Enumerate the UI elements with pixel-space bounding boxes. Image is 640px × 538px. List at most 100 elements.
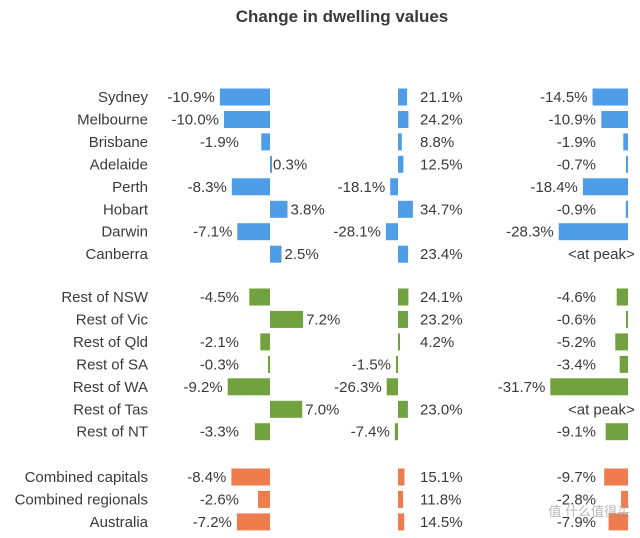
value-label-melbourne-p3: -10.9% xyxy=(548,111,596,128)
row-label-rest-of-sa: Rest of SA xyxy=(76,356,148,373)
bar-rest-of-tas-p2 xyxy=(398,400,408,418)
bar-brisbane-p2 xyxy=(398,133,402,151)
row-label-rest-of-wa: Rest of WA xyxy=(73,379,148,396)
bar-hobart-p1 xyxy=(270,200,288,218)
value-label-darwin-p1: -7.1% xyxy=(193,224,232,241)
bar-adelaide-p3 xyxy=(626,155,628,173)
value-label-adelaide-p1: 0.3% xyxy=(273,156,307,173)
bar-rest-of-vic-p2 xyxy=(398,310,408,328)
bar-australia-p3 xyxy=(608,513,628,531)
value-label-combined-regionals-p3: -2.8% xyxy=(557,491,596,508)
bar-adelaide-p2 xyxy=(398,155,404,173)
bar-canberra-p1 xyxy=(270,245,282,263)
row-label-australia: Australia xyxy=(90,514,149,531)
value-label-rest-of-vic-p2: 23.2% xyxy=(420,311,463,328)
value-label-australia-p1: -7.2% xyxy=(193,514,232,531)
bar-rest-of-nt-p3 xyxy=(605,423,628,441)
bar-combined-regionals-p2 xyxy=(398,490,404,508)
bar-sydney-p1 xyxy=(219,88,270,106)
value-label-combined-regionals-p2: 11.8% xyxy=(420,491,461,508)
value-label-rest-of-tas-p2: 23.0% xyxy=(420,401,463,418)
value-label-rest-of-nsw-p1: -4.5% xyxy=(200,289,239,306)
row-label-rest-of-qld: Rest of Qld xyxy=(73,334,148,351)
value-label-darwin-p2: -28.1% xyxy=(333,224,381,241)
bar-hobart-p2 xyxy=(398,200,413,218)
value-label-brisbane-p3: -1.9% xyxy=(557,134,596,151)
value-label-rest-of-wa-p2: -26.3% xyxy=(334,379,382,396)
value-label-australia-p2: 14.5% xyxy=(420,514,463,531)
bar-darwin-p3 xyxy=(558,223,628,241)
bar-australia-p2 xyxy=(398,513,405,531)
bar-combined-regionals-p3 xyxy=(621,490,628,508)
row-label-rest-of-tas: Rest of Tas xyxy=(73,401,148,418)
row-label-canberra: Canberra xyxy=(85,246,148,263)
value-label-rest-of-sa-p3: -3.4% xyxy=(557,356,596,373)
row-label-combined-regionals: Combined regionals xyxy=(15,491,148,508)
value-label-rest-of-sa-p2: -1.5% xyxy=(352,356,391,373)
value-label-rest-of-wa-p3: -31.7% xyxy=(498,379,546,396)
bar-rest-of-vic-p3 xyxy=(626,310,628,328)
bar-canberra-p2 xyxy=(398,245,409,263)
bar-rest-of-nt-p2 xyxy=(394,423,398,441)
bar-rest-of-nsw-p3 xyxy=(616,288,628,306)
bar-melbourne-p3 xyxy=(601,111,628,128)
bar-sydney-p2 xyxy=(398,88,408,106)
bar-combined-regionals-p1 xyxy=(258,490,270,508)
value-label-rest-of-vic-p3: -0.6% xyxy=(557,311,596,328)
row-label-rest-of-nt: Rest of NT xyxy=(76,424,148,441)
value-label-hobart-p2: 34.7% xyxy=(420,201,463,218)
value-label-brisbane-p1: -1.9% xyxy=(200,134,239,151)
bar-darwin-p2 xyxy=(385,223,398,241)
value-label-canberra-p3: <at peak> xyxy=(568,246,635,263)
bar-brisbane-p1 xyxy=(261,133,270,151)
row-label-brisbane: Brisbane xyxy=(89,134,148,151)
bar-melbourne-p2 xyxy=(398,111,409,128)
value-label-sydney-p2: 21.1% xyxy=(420,89,463,106)
bar-australia-p1 xyxy=(236,513,270,531)
value-label-combined-capitals-p2: 15.1% xyxy=(420,469,463,486)
bar-rest-of-nt-p1 xyxy=(254,423,270,441)
bar-rest-of-qld-p1 xyxy=(260,333,270,351)
value-label-melbourne-p2: 24.2% xyxy=(420,111,463,128)
bar-rest-of-qld-p3 xyxy=(615,333,628,351)
bar-perth-p3 xyxy=(582,178,628,196)
row-label-darwin: Darwin xyxy=(101,224,148,241)
value-label-brisbane-p2: 8.8% xyxy=(420,134,454,151)
bar-rest-of-wa-p3 xyxy=(550,378,628,396)
value-label-perth-p2: -18.1% xyxy=(338,179,386,196)
value-label-rest-of-sa-p1: -0.3% xyxy=(200,356,239,373)
value-label-rest-of-nsw-p2: 24.1% xyxy=(420,289,463,306)
value-label-adelaide-p3: -0.7% xyxy=(557,156,596,173)
row-label-sydney: Sydney xyxy=(98,89,149,106)
value-label-melbourne-p1: -10.0% xyxy=(171,111,219,128)
bar-sydney-p3 xyxy=(592,88,628,106)
bar-rest-of-wa-p1 xyxy=(227,378,270,396)
value-label-adelaide-p2: 12.5% xyxy=(420,156,463,173)
value-label-canberra-p1: 2.5% xyxy=(285,246,319,263)
value-label-rest-of-wa-p1: -9.2% xyxy=(184,379,223,396)
value-label-perth-p1: -8.3% xyxy=(188,179,227,196)
bar-combined-capitals-p3 xyxy=(604,468,628,486)
value-label-combined-capitals-p1: -8.4% xyxy=(187,469,226,486)
row-label-rest-of-nsw: Rest of NSW xyxy=(61,289,149,306)
row-label-adelaide: Adelaide xyxy=(90,156,148,173)
value-label-rest-of-nt-p2: -7.4% xyxy=(351,424,390,441)
row-label-perth: Perth xyxy=(112,179,148,196)
value-label-australia-p3: -7.9% xyxy=(557,514,596,531)
bar-rest-of-sa-p3 xyxy=(619,355,628,373)
value-label-rest-of-tas-p1: 7.0% xyxy=(305,401,339,418)
chart-title: Change in dwelling values xyxy=(236,7,449,26)
bar-perth-p1 xyxy=(231,178,270,196)
bar-rest-of-tas-p1 xyxy=(270,400,303,418)
value-label-hobart-p1: 3.8% xyxy=(291,201,325,218)
value-label-sydney-p1: -10.9% xyxy=(167,89,215,106)
value-label-darwin-p3: -28.3% xyxy=(506,224,554,241)
bar-hobart-p3 xyxy=(625,200,628,218)
value-label-sydney-p3: -14.5% xyxy=(540,89,588,106)
value-label-rest-of-qld-p1: -2.1% xyxy=(200,334,239,351)
bar-combined-capitals-p1 xyxy=(231,468,270,486)
row-label-rest-of-vic: Rest of Vic xyxy=(76,311,149,328)
value-label-rest-of-nt-p3: -9.1% xyxy=(557,424,596,441)
value-label-rest-of-tas-p3: <at peak> xyxy=(568,401,635,418)
